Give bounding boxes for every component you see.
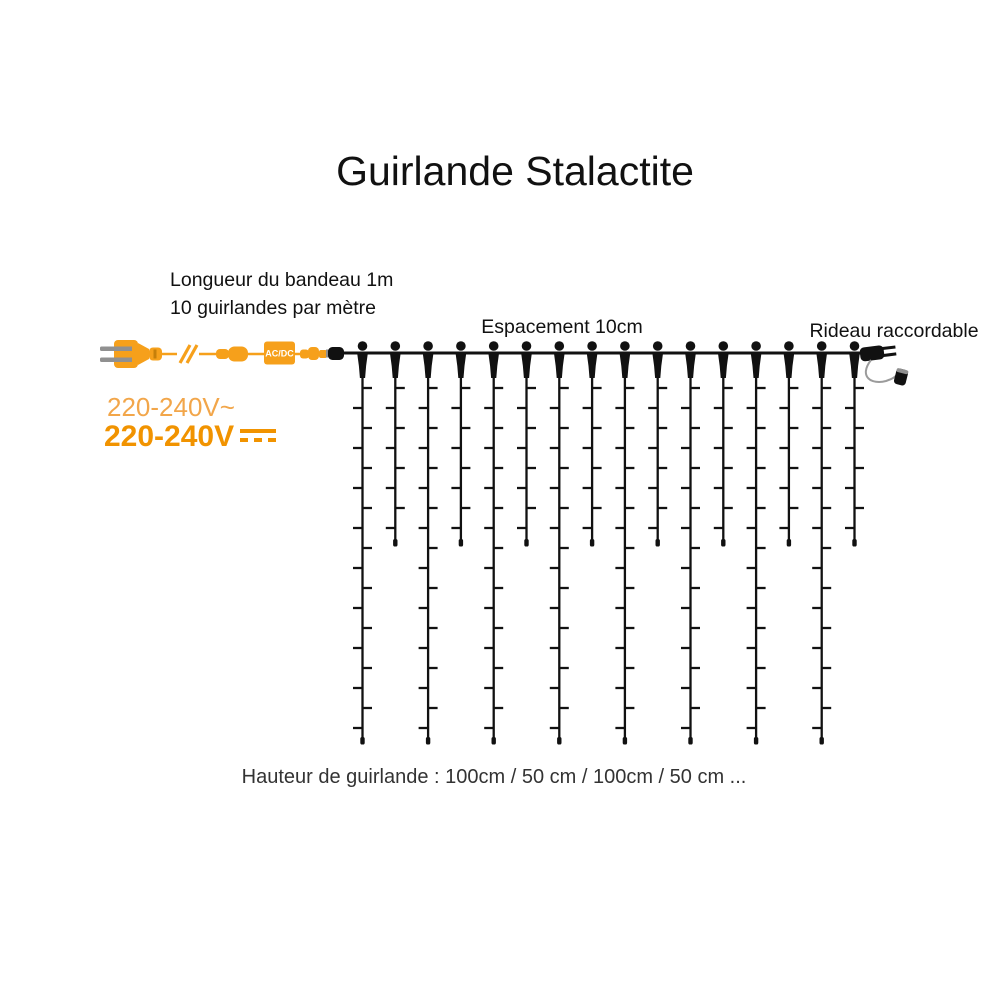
end-plug-icon bbox=[859, 345, 897, 362]
light-strand-long bbox=[418, 341, 438, 745]
bulb-socket-icon bbox=[423, 341, 433, 351]
bulb-socket-icon bbox=[620, 341, 630, 351]
strand-end-cap bbox=[622, 737, 628, 745]
drop-connector-icon bbox=[783, 352, 795, 378]
drop-connector-icon bbox=[652, 352, 664, 378]
drop-connector-icon bbox=[422, 352, 434, 378]
strand-end-cap bbox=[360, 737, 365, 745]
drop-connector-icon bbox=[717, 352, 729, 378]
bulb-socket-icon bbox=[652, 341, 663, 351]
light-strand-short bbox=[713, 341, 733, 547]
light-strand-short bbox=[385, 341, 405, 547]
strand-end-cap bbox=[491, 737, 496, 745]
voltage-dc-value: 220-240V bbox=[104, 420, 235, 453]
strand-end-cap bbox=[589, 539, 595, 547]
strand-end-cap bbox=[819, 737, 824, 745]
page-title: Guirlande Stalactite bbox=[336, 148, 694, 194]
pigtail-cable bbox=[864, 359, 899, 383]
light-strand-long bbox=[812, 341, 832, 745]
bulb-socket-icon bbox=[456, 341, 466, 351]
drop-connector-icon bbox=[685, 352, 696, 378]
light-strand-long bbox=[746, 341, 766, 745]
voltage-dc-label: 220-240V bbox=[104, 420, 277, 454]
bulb-socket-icon bbox=[488, 341, 499, 351]
strand-end-cap bbox=[753, 737, 759, 745]
garland-diagram-svg: AC/DC bbox=[100, 340, 909, 745]
bulb-socket-icon bbox=[390, 341, 401, 351]
bulb-socket-icon bbox=[521, 341, 532, 351]
strand-height-label: Hauteur de guirlande : 100cm / 50 cm / 1… bbox=[241, 766, 747, 788]
bulb-socket-icon bbox=[718, 341, 729, 351]
drop-connector-icon bbox=[750, 352, 762, 378]
light-strand-short bbox=[451, 341, 471, 547]
drop-connector-icon bbox=[521, 352, 532, 378]
strand-end-cap bbox=[688, 737, 693, 745]
strand-end-cap bbox=[524, 539, 529, 547]
light-strand-short bbox=[517, 341, 536, 547]
drop-connector-icon bbox=[586, 352, 598, 378]
drop-connector-icon bbox=[357, 352, 368, 378]
drop-connector-icon bbox=[816, 352, 828, 378]
strand-end-cap bbox=[655, 539, 660, 547]
inline-connector-icon bbox=[216, 346, 248, 362]
drop-connector-icon bbox=[849, 352, 860, 378]
drop-connector-icon bbox=[619, 352, 631, 378]
bulb-socket-icon bbox=[849, 341, 860, 351]
strand-end-cap bbox=[852, 539, 857, 547]
dc-current-icon bbox=[240, 428, 277, 442]
strand-end-cap bbox=[721, 539, 726, 547]
light-strand-short bbox=[845, 341, 864, 547]
band-specs: Longueur du bandeau 1m 10 guirlandes par… bbox=[170, 266, 393, 322]
pigtail-connector-icon bbox=[893, 368, 909, 386]
power-plug-icon bbox=[100, 340, 162, 368]
light-strand-long bbox=[353, 341, 372, 745]
lv-cable bbox=[162, 344, 265, 364]
bulb-socket-icon bbox=[357, 341, 368, 351]
bulb-socket-icon bbox=[587, 341, 597, 351]
strand-end-cap bbox=[393, 539, 398, 547]
voltage-ac-label: 220-240V~ bbox=[107, 392, 235, 422]
light-strand-long bbox=[549, 341, 569, 745]
light-strands bbox=[353, 341, 864, 745]
connectable-label: Rideau raccordable bbox=[809, 320, 979, 342]
light-strand-long bbox=[681, 341, 700, 745]
light-strand-short bbox=[779, 341, 799, 547]
strand-end-cap bbox=[786, 539, 792, 547]
bulb-socket-icon bbox=[685, 341, 696, 351]
spacing-label: Espacement 10cm bbox=[481, 316, 643, 338]
drop-connector-icon bbox=[455, 352, 467, 378]
drop-connector-icon bbox=[553, 352, 565, 378]
garlands-per-meter-label: 10 guirlandes par mètre bbox=[170, 297, 376, 319]
bulb-socket-icon bbox=[816, 341, 827, 351]
strand-end-cap bbox=[458, 539, 464, 547]
light-strand-short bbox=[648, 341, 668, 547]
acdc-label: AC/DC bbox=[265, 349, 294, 359]
strand-end-cap bbox=[425, 737, 431, 745]
drop-connector-icon bbox=[488, 352, 500, 378]
bulb-socket-icon bbox=[751, 341, 761, 351]
cable-start-connector-icon bbox=[326, 347, 344, 360]
bulb-socket-icon bbox=[784, 341, 794, 351]
light-strand-short bbox=[582, 341, 602, 547]
adapter-output-connector-icon bbox=[295, 347, 327, 360]
strand-end-cap bbox=[557, 737, 562, 745]
drop-connector-icon bbox=[389, 352, 401, 378]
bulb-socket-icon bbox=[554, 341, 565, 351]
acdc-adapter: AC/DC bbox=[264, 341, 295, 365]
light-strand-long bbox=[484, 341, 504, 745]
light-strand-long bbox=[615, 341, 635, 745]
cable-break-icon bbox=[178, 344, 199, 364]
band-length-label: Longueur du bandeau 1m bbox=[170, 269, 394, 291]
